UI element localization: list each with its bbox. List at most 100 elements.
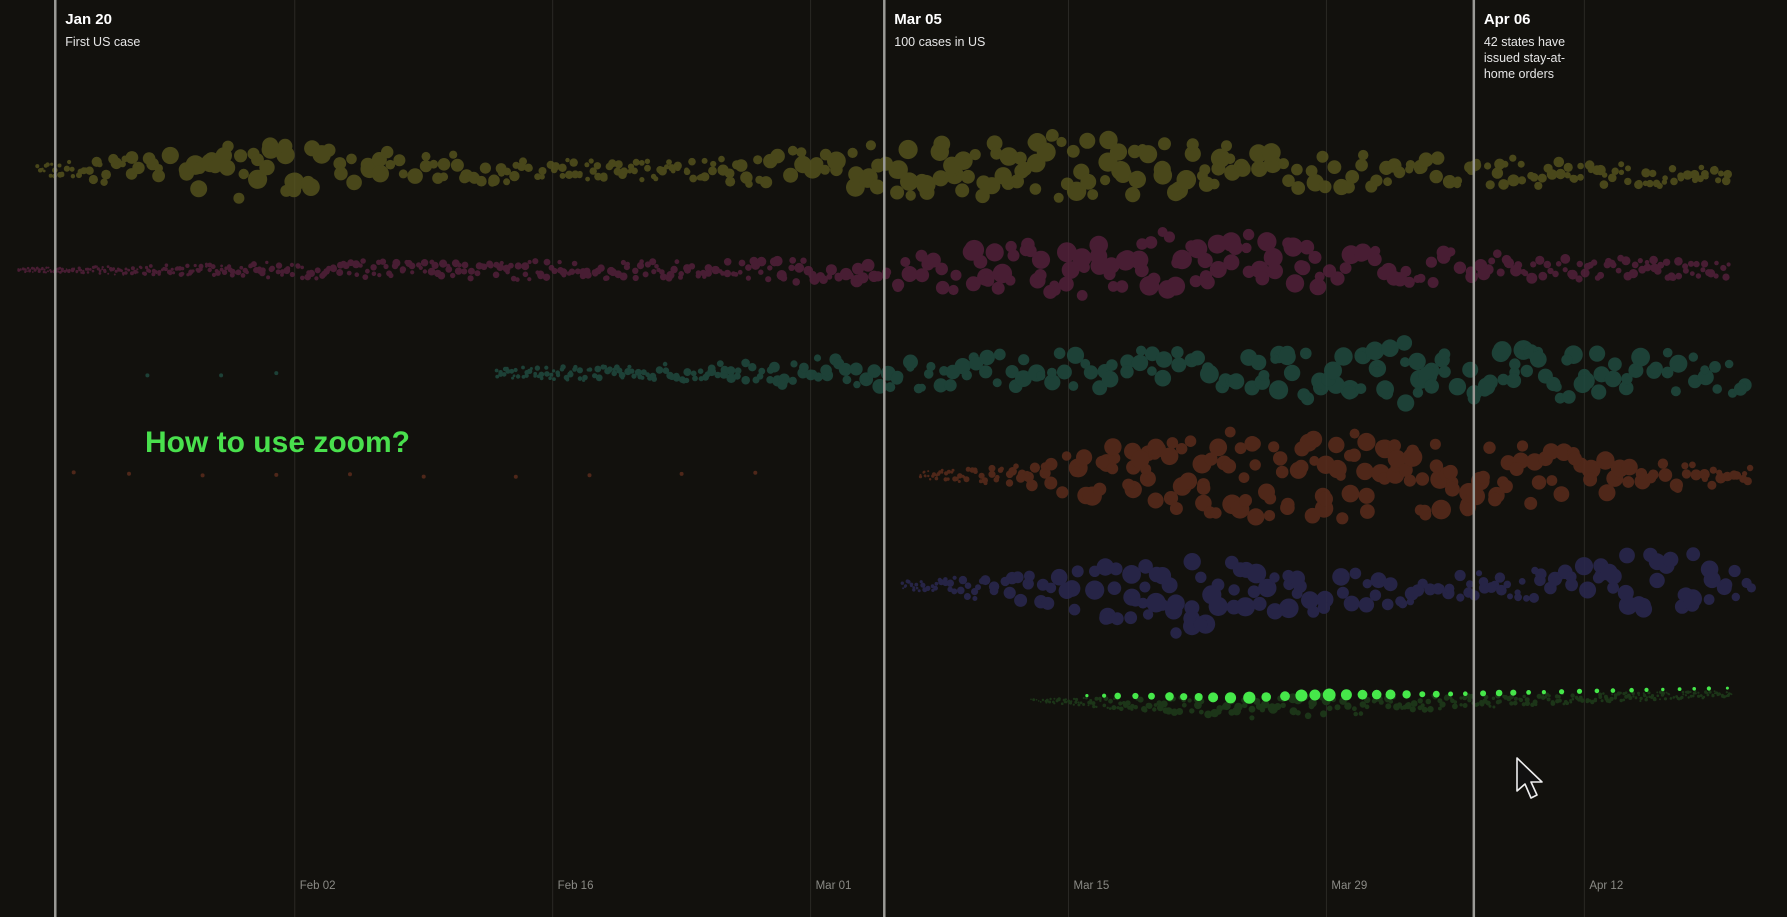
- swarm-dot-0-201: [865, 140, 877, 151]
- swarm-dot-1-375: [901, 266, 918, 282]
- swarm-dot-5-286: [1637, 691, 1640, 695]
- swarm-dot-5-268: [1611, 693, 1614, 696]
- swarm-dot-2-129: [853, 380, 861, 389]
- swarm-dot-5-150: [1371, 698, 1377, 704]
- swarm-dot-0-39: [142, 152, 156, 165]
- swarm-dot-0-248: [1066, 181, 1087, 201]
- swarm-dot-5-42: [1085, 697, 1088, 700]
- swarm-dot-0-381: [1696, 175, 1704, 183]
- swarm-dot-5-26: [1065, 701, 1068, 704]
- swarm-dot-1-237: [450, 272, 456, 279]
- swarm-dot-3-85: [1160, 447, 1179, 466]
- highlight-dot-19: [1385, 689, 1396, 700]
- swarm-dot-5-226: [1541, 695, 1546, 700]
- swarm-dot-5-329: [1694, 692, 1697, 695]
- swarm-dot-2-9: [511, 376, 515, 380]
- zoom-help-prompt[interactable]: How to use zoom?: [145, 426, 410, 459]
- swarm-dot-5-287: [1639, 699, 1642, 703]
- swarm-dot-5-90: [1176, 708, 1184, 715]
- swarm-dot-0-281: [1221, 140, 1232, 152]
- swarm-dot-0-122: [550, 166, 558, 174]
- swarm-dot-1-53: [77, 266, 81, 270]
- swarm-dot-4-14: [920, 582, 926, 588]
- swarm-dot-4-125: [1381, 598, 1394, 611]
- swarm-dot-3-196: [1567, 451, 1582, 466]
- swarm-dot-5-88: [1170, 708, 1179, 716]
- swarm-dot-1-60: [86, 271, 90, 274]
- swarm-dot-0-251: [1080, 173, 1097, 190]
- swarm-dot-2-165: [1053, 347, 1066, 360]
- swarm-dot-0-258: [1111, 161, 1131, 181]
- swarm-dot-2-11: [513, 367, 518, 373]
- swarm-dot-0-144: [618, 170, 627, 179]
- swarm-dot-5-330: [1694, 690, 1697, 693]
- swarm-dot-2-93: [707, 367, 717, 377]
- swarm-dot-1-340: [756, 256, 767, 267]
- event-date-2: Apr 06: [1484, 11, 1531, 28]
- swarm-dot-1-502: [1538, 271, 1548, 281]
- swarm-dot-2-128: [849, 362, 863, 376]
- swarm-dot-1-24: [45, 266, 48, 269]
- swarm-dot-1-268: [543, 258, 551, 266]
- swarm-dot-5-57: [1108, 698, 1113, 704]
- swarm-dot-3-214: [1681, 469, 1692, 479]
- swarm-dot-5-16: [1053, 702, 1056, 705]
- swarm-dot-5-274: [1619, 691, 1622, 695]
- swarm-dot-0-339: [1537, 173, 1547, 183]
- swarm-dot-3-120: [1280, 500, 1295, 515]
- swarm-dot-0-164: [683, 168, 691, 176]
- swarm-dot-1-239: [454, 267, 463, 275]
- swarm-dot-4-34: [972, 596, 978, 601]
- swarm-dot-2-62: [627, 364, 632, 369]
- swarm-dot-1-132: [193, 263, 197, 268]
- swarm-dot-2-217: [1355, 383, 1367, 394]
- swarm-dot-1-35: [57, 270, 60, 273]
- swarm-dot-1-517: [1587, 261, 1594, 269]
- swarm-dot-2-144: [933, 378, 948, 393]
- swarm-dot-3-107: [1234, 442, 1247, 455]
- swarm-dot-4-144: [1475, 570, 1483, 577]
- swarm-dot-2-232: [1424, 378, 1439, 394]
- swarm-dot-0-74: [312, 145, 332, 164]
- swarm-dot-5-192: [1474, 702, 1479, 707]
- swarm-dot-1-275: [561, 272, 567, 278]
- swarm-dot-1-197: [336, 269, 344, 276]
- swarm-dot-2-19: [526, 368, 533, 374]
- swarm-dot-4-68: [1122, 565, 1141, 584]
- swarm-dot-0-15: [59, 171, 65, 176]
- swarm-dot-1-383: [948, 284, 959, 296]
- highlight-dot-35: [1644, 687, 1649, 693]
- swarm-dot-1-432: [1189, 275, 1202, 288]
- swarm-dot-1-490: [1488, 257, 1496, 265]
- swarm-dot-5-78: [1145, 702, 1152, 709]
- swarm-dot-1-542: [1674, 257, 1683, 266]
- swarm-dot-3-106: [1238, 472, 1250, 483]
- swarm-dot-0-170: [701, 157, 708, 164]
- swarm-dot-1-212: [383, 263, 389, 270]
- swarm-dot-2-8: [509, 368, 515, 374]
- swarm-dot-1-404: [1043, 284, 1058, 299]
- swarm-dot-0-90: [421, 151, 431, 161]
- swarm-dot-0-364: [1641, 168, 1651, 178]
- swarm-dot-0-271: [1176, 170, 1197, 190]
- swarm-dot-1-507: [1552, 270, 1559, 278]
- event-date-1: Mar 05: [894, 11, 942, 28]
- swarm-dot-1-418: [1115, 280, 1129, 293]
- swarm-dot-2-265: [1573, 375, 1592, 394]
- swarm-dot-1-178: [289, 271, 295, 278]
- swarm-dot-4-100: [1232, 562, 1248, 578]
- swarm-dot-1-107: [148, 264, 153, 268]
- swarm-dot-0-138: [599, 174, 608, 182]
- swarm-dot-0-289: [1261, 143, 1281, 162]
- swarm-dot-1-324: [704, 264, 713, 272]
- swarm-dot-2-98: [726, 366, 736, 375]
- swarm-dot-2-178: [1147, 366, 1157, 376]
- swarm-dot-3-112: [1247, 437, 1261, 451]
- swarm-dot-5-74: [1139, 698, 1143, 702]
- highlight-dot-33: [1610, 688, 1616, 693]
- swarm-dot-1-406: [1057, 242, 1077, 263]
- swarm-dot-1-27: [47, 270, 49, 273]
- swarm-dot-3-142: [1356, 462, 1374, 481]
- swarm-dot-1-256: [508, 262, 514, 269]
